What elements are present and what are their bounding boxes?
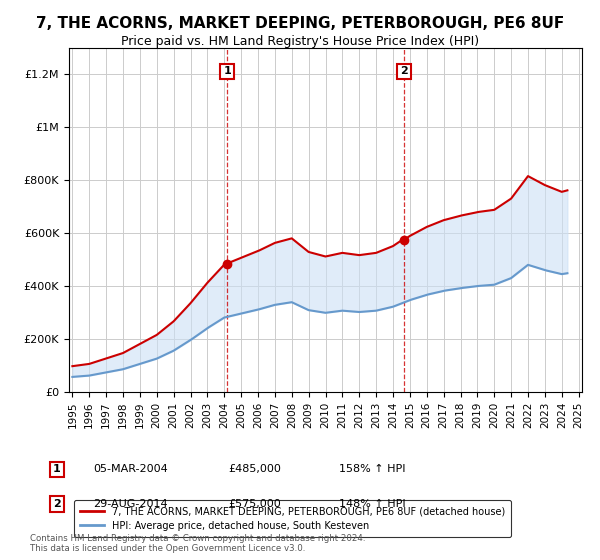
Text: 158% ↑ HPI: 158% ↑ HPI	[339, 464, 406, 474]
Text: 2: 2	[400, 67, 408, 77]
Text: 1: 1	[223, 67, 231, 77]
Text: Price paid vs. HM Land Registry's House Price Index (HPI): Price paid vs. HM Land Registry's House …	[121, 35, 479, 48]
Text: £575,000: £575,000	[228, 499, 281, 509]
Text: £485,000: £485,000	[228, 464, 281, 474]
Text: 148% ↑ HPI: 148% ↑ HPI	[339, 499, 406, 509]
Text: 1: 1	[53, 464, 61, 474]
Legend: 7, THE ACORNS, MARKET DEEPING, PETERBOROUGH, PE6 8UF (detached house), HPI: Aver: 7, THE ACORNS, MARKET DEEPING, PETERBORO…	[74, 500, 511, 536]
Text: 2: 2	[53, 499, 61, 509]
Text: 05-MAR-2004: 05-MAR-2004	[93, 464, 168, 474]
Text: 29-AUG-2014: 29-AUG-2014	[93, 499, 167, 509]
Text: Contains HM Land Registry data © Crown copyright and database right 2024.
This d: Contains HM Land Registry data © Crown c…	[30, 534, 365, 553]
Text: 7, THE ACORNS, MARKET DEEPING, PETERBOROUGH, PE6 8UF: 7, THE ACORNS, MARKET DEEPING, PETERBORO…	[36, 16, 564, 31]
